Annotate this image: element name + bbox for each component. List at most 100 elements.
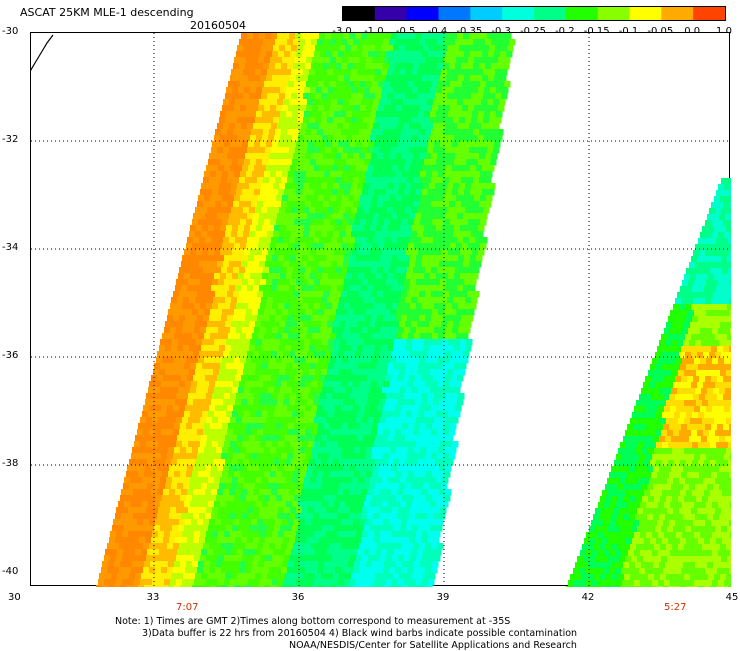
swath-cell xyxy=(334,525,341,532)
swath-cell xyxy=(150,423,157,430)
swath-cell xyxy=(360,495,367,502)
swath-cell xyxy=(474,171,481,178)
swath-cell xyxy=(289,513,296,520)
swath-cell xyxy=(435,183,442,190)
swath-cell xyxy=(701,244,708,251)
swath-cell xyxy=(382,87,389,94)
swath-cell xyxy=(238,159,245,166)
swath-cell xyxy=(170,555,177,562)
swath-cell xyxy=(435,207,442,214)
swath-cell xyxy=(134,531,141,538)
swath-cell xyxy=(263,177,270,184)
swath-cell xyxy=(386,531,393,538)
swath-cell xyxy=(286,363,293,370)
swath-cell xyxy=(240,447,247,454)
swath-cell xyxy=(346,273,353,280)
swath-cell xyxy=(256,477,263,484)
swath-cell xyxy=(700,280,707,287)
swath-cell xyxy=(168,471,175,478)
swath-cell xyxy=(262,273,269,280)
swath-cell xyxy=(450,333,457,340)
swath-cell xyxy=(371,201,378,208)
swath-cell xyxy=(409,99,416,106)
swath-cell xyxy=(294,585,301,587)
swath-cell xyxy=(259,237,266,244)
swath-cell xyxy=(335,291,342,298)
swath-cell xyxy=(359,291,366,298)
swath-cell xyxy=(158,393,165,400)
swath-cell xyxy=(210,357,217,364)
swath-cell xyxy=(231,231,238,238)
swath-cell xyxy=(242,531,249,538)
swath-cell xyxy=(327,45,334,52)
swath-cell xyxy=(440,327,447,334)
swath-cell xyxy=(165,459,172,466)
swath-cell xyxy=(688,328,695,335)
swath-cell xyxy=(266,51,273,58)
swath-cell xyxy=(425,453,432,460)
swath-cell xyxy=(421,375,428,382)
swath-cell xyxy=(215,201,222,208)
swath-cell xyxy=(298,339,305,346)
swath-cell xyxy=(317,567,324,574)
swath-cell xyxy=(277,123,284,130)
swath-cell xyxy=(326,393,333,400)
swath-cell xyxy=(242,327,249,334)
swath-cell xyxy=(316,225,323,232)
swath-cell xyxy=(381,231,388,238)
swath-cell xyxy=(385,399,392,406)
swath-cell xyxy=(360,561,367,568)
swath-cell xyxy=(196,273,203,280)
swath-cell xyxy=(225,483,232,490)
swath-cell xyxy=(187,285,194,292)
swath-cell xyxy=(176,531,183,538)
swath-cell xyxy=(385,33,392,40)
swath-cell xyxy=(691,304,698,311)
swath-cell xyxy=(278,51,285,58)
swath-cell xyxy=(409,147,416,154)
swath-cell xyxy=(242,555,249,562)
swath-cell xyxy=(399,345,406,352)
swath-cell xyxy=(232,159,239,166)
swath-cell xyxy=(725,244,731,251)
swath-cell xyxy=(408,495,415,502)
swath-cell xyxy=(353,291,360,298)
swath-cell xyxy=(289,351,296,358)
swath-cell xyxy=(449,39,456,46)
swath-cell xyxy=(369,183,376,190)
swath-cell xyxy=(258,447,265,454)
swath-cell xyxy=(266,507,273,514)
swath-cell xyxy=(452,165,459,172)
swath-cell xyxy=(290,51,297,58)
swath-cell xyxy=(308,279,315,286)
swath-cell xyxy=(464,51,471,58)
swath-cell xyxy=(404,303,411,310)
swath-cell xyxy=(330,447,337,454)
swath-cell xyxy=(353,315,360,322)
swath-cell xyxy=(385,513,392,520)
swath-cell xyxy=(724,184,731,191)
swath-cell xyxy=(162,585,169,587)
swath-cell xyxy=(419,129,426,136)
swath-cell xyxy=(389,567,396,574)
swath-cell xyxy=(482,165,489,172)
swath-cell xyxy=(695,340,702,347)
swath-cell xyxy=(201,345,208,352)
swath-cell xyxy=(316,363,323,370)
swath-cell xyxy=(215,429,222,436)
swath-cell xyxy=(294,171,301,178)
swath-cell xyxy=(327,369,334,376)
swath-cell xyxy=(467,315,474,322)
swath-cell xyxy=(409,237,416,244)
swath-cell xyxy=(392,279,399,286)
swath-cell xyxy=(199,213,206,220)
swath-cell xyxy=(176,579,183,586)
swath-cell xyxy=(472,111,479,118)
swath-cell xyxy=(159,435,166,442)
swath-cell xyxy=(489,183,496,190)
swath-cell xyxy=(441,483,448,490)
swath-cell xyxy=(248,255,255,262)
swath-cell xyxy=(217,123,224,130)
swath-cell xyxy=(277,399,284,406)
swath-cell xyxy=(385,261,392,268)
